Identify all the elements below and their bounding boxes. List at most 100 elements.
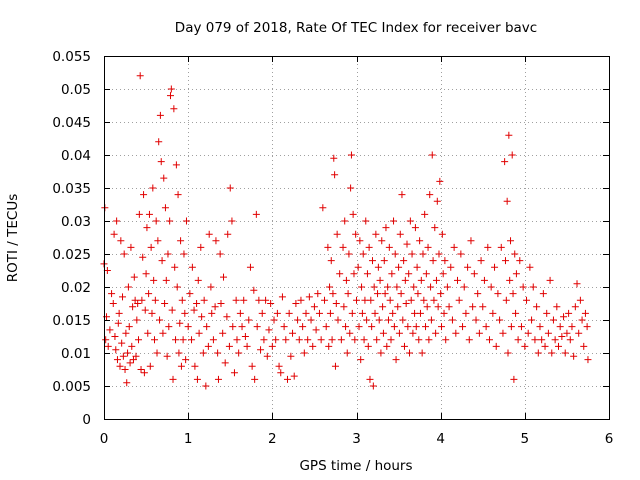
data-point <box>154 237 162 245</box>
data-point <box>159 329 167 337</box>
data-point <box>188 263 196 271</box>
data-point <box>373 336 381 344</box>
data-point <box>156 111 164 119</box>
x-tick-label: 0 <box>100 431 109 447</box>
data-point <box>362 217 370 225</box>
data-point <box>127 243 135 251</box>
data-point <box>251 375 259 383</box>
data-point <box>129 303 137 311</box>
y-tick-label: 0.03 <box>61 214 91 230</box>
data-point <box>309 342 317 350</box>
data-point <box>460 283 468 291</box>
data-point <box>326 309 334 317</box>
data-point <box>376 276 384 284</box>
data-point <box>164 250 172 258</box>
data-point <box>214 349 222 357</box>
data-point <box>143 224 151 232</box>
data-point <box>406 217 414 225</box>
data-point <box>426 191 434 199</box>
data-point <box>380 257 388 265</box>
x-tick-label: 1 <box>184 431 193 447</box>
data-point <box>331 171 339 179</box>
data-point <box>110 230 118 238</box>
data-point <box>416 309 424 317</box>
data-point <box>474 290 482 298</box>
data-point <box>369 382 377 390</box>
data-point <box>278 293 286 301</box>
data-point <box>148 309 156 317</box>
data-point <box>290 372 298 380</box>
data-point <box>347 184 355 192</box>
data-point <box>406 349 414 357</box>
data-point <box>300 349 308 357</box>
data-point <box>342 276 350 284</box>
grid-lines <box>104 56 609 419</box>
data-point <box>214 375 222 383</box>
data-point <box>384 316 392 324</box>
data-point <box>177 237 185 245</box>
data-point <box>501 257 509 265</box>
data-point <box>519 283 527 291</box>
x-tick-label: 5 <box>521 431 530 447</box>
data-point <box>448 316 456 324</box>
data-point <box>350 270 358 278</box>
y-tick-label: 0.05 <box>61 82 91 98</box>
data-point <box>427 316 435 324</box>
data-point <box>447 263 455 271</box>
data-point <box>339 243 347 251</box>
data-point <box>292 300 300 307</box>
data-point <box>422 323 430 331</box>
data-point <box>395 263 403 271</box>
data-point <box>146 362 154 370</box>
data-point <box>377 349 385 357</box>
data-point <box>219 329 227 337</box>
data-point <box>524 329 532 337</box>
data-point <box>573 280 581 288</box>
data-point <box>558 333 566 340</box>
data-point <box>389 309 397 317</box>
data-point <box>273 309 281 317</box>
data-point <box>487 283 495 291</box>
data-point <box>438 230 446 238</box>
data-point <box>404 323 412 331</box>
data-point <box>270 316 278 324</box>
data-point <box>228 217 236 225</box>
data-point <box>124 283 132 291</box>
data-point <box>423 303 431 311</box>
data-point <box>342 323 350 331</box>
data-point <box>104 342 112 350</box>
data-point <box>551 336 559 344</box>
data-point <box>470 270 478 278</box>
data-point <box>341 217 349 225</box>
data-point <box>243 342 251 350</box>
data-point <box>241 333 249 340</box>
data-point <box>420 296 428 304</box>
data-point <box>268 342 276 350</box>
data-point <box>351 336 359 344</box>
data-point <box>294 316 302 324</box>
data-point <box>232 296 240 304</box>
data-point <box>549 316 557 324</box>
data-point <box>364 342 372 350</box>
data-point <box>382 224 390 232</box>
data-point <box>372 230 380 238</box>
data-point <box>450 243 458 251</box>
data-point <box>321 296 329 304</box>
y-tick-label: 0.035 <box>52 181 91 197</box>
data-point <box>258 309 266 317</box>
data-point <box>202 382 210 390</box>
data-point <box>541 342 549 350</box>
data-point <box>529 283 537 291</box>
data-point <box>363 316 371 324</box>
data-point <box>333 230 341 238</box>
data-point <box>412 323 420 331</box>
data-point <box>134 300 142 307</box>
data-point <box>394 303 402 311</box>
axis-ticks <box>104 56 610 420</box>
data-point <box>236 309 244 317</box>
data-point <box>355 323 363 331</box>
data-point <box>178 296 186 304</box>
data-point <box>507 323 515 331</box>
data-point <box>432 276 440 284</box>
data-point <box>207 283 215 291</box>
